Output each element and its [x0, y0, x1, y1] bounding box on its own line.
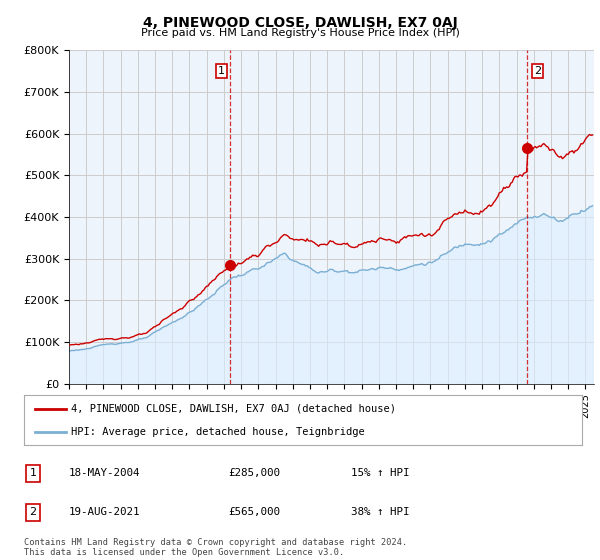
Text: 19-AUG-2021: 19-AUG-2021: [69, 507, 140, 517]
Text: 15% ↑ HPI: 15% ↑ HPI: [351, 468, 409, 478]
Text: 4, PINEWOOD CLOSE, DAWLISH, EX7 0AJ (detached house): 4, PINEWOOD CLOSE, DAWLISH, EX7 0AJ (det…: [71, 404, 397, 414]
Text: Price paid vs. HM Land Registry's House Price Index (HPI): Price paid vs. HM Land Registry's House …: [140, 28, 460, 38]
Text: 38% ↑ HPI: 38% ↑ HPI: [351, 507, 409, 517]
Text: £565,000: £565,000: [228, 507, 280, 517]
Text: 2: 2: [29, 507, 37, 517]
Text: 4, PINEWOOD CLOSE, DAWLISH, EX7 0AJ: 4, PINEWOOD CLOSE, DAWLISH, EX7 0AJ: [143, 16, 457, 30]
Text: 18-MAY-2004: 18-MAY-2004: [69, 468, 140, 478]
Text: HPI: Average price, detached house, Teignbridge: HPI: Average price, detached house, Teig…: [71, 427, 365, 437]
Text: £285,000: £285,000: [228, 468, 280, 478]
Text: Contains HM Land Registry data © Crown copyright and database right 2024.
This d: Contains HM Land Registry data © Crown c…: [24, 538, 407, 557]
Text: 2: 2: [534, 66, 541, 76]
Text: 1: 1: [29, 468, 37, 478]
Text: 1: 1: [218, 66, 225, 76]
